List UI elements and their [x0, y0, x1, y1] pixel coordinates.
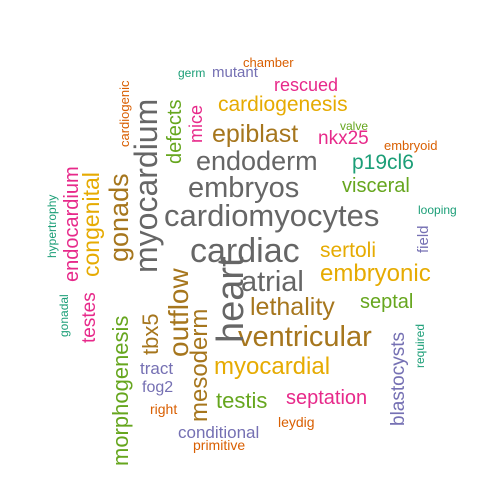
- word-mice: mice: [186, 104, 206, 143]
- word-lethality: lethality: [250, 293, 335, 321]
- word-sertoli: sertoli: [320, 239, 377, 262]
- word-looping: looping: [418, 203, 457, 217]
- word-visceral: visceral: [342, 175, 410, 197]
- word-endocardium: endocardium: [61, 166, 83, 282]
- word-chamber: chamber: [243, 55, 294, 70]
- word-atrial: atrial: [241, 266, 304, 298]
- word-ventricular: ventricular: [238, 321, 372, 353]
- word-epiblast: epiblast: [212, 120, 299, 148]
- word-heart: heart: [210, 256, 252, 343]
- word-testis: testis: [216, 388, 268, 413]
- word-germ: germ: [178, 66, 206, 80]
- word-embryonic: embryonic: [320, 260, 431, 287]
- word-blastocysts: blastocysts: [388, 332, 409, 426]
- word-embryoid: embryoid: [384, 138, 438, 153]
- word-mutant: mutant: [212, 64, 258, 81]
- word-embryos: embryos: [188, 172, 300, 204]
- word-endoderm: endoderm: [196, 146, 318, 176]
- word-tbx5: tbx5: [138, 313, 163, 355]
- word-septal: septal: [360, 291, 414, 313]
- word-morphogenesis: morphogenesis: [108, 315, 133, 466]
- word-testes: testes: [79, 292, 100, 343]
- word-myocardium: myocardium: [128, 98, 164, 273]
- word-tract: tract: [140, 359, 174, 378]
- word-primitive: primitive: [193, 437, 246, 453]
- word-conditional: conditional: [178, 423, 260, 442]
- word-nkx25: nkx25: [318, 128, 369, 149]
- word-gonadal: gonadal: [57, 294, 71, 337]
- word-leydig: leydig: [278, 414, 315, 430]
- word-congenital: congenital: [78, 172, 104, 277]
- word-rescued: rescued: [274, 75, 339, 95]
- word-field: field: [415, 225, 432, 253]
- word-cardiogenesis: cardiogenesis: [218, 93, 348, 116]
- word-required: required: [413, 323, 427, 368]
- word-right: right: [150, 401, 178, 417]
- word-mesoderm: mesoderm: [186, 308, 213, 422]
- word-p19cl6: p19cl6: [352, 151, 414, 174]
- word-defects: defects: [164, 99, 186, 164]
- word-cardiogenic: cardiogenic: [117, 80, 132, 148]
- word-septation: septation: [286, 387, 368, 409]
- word-fog2: fog2: [142, 379, 174, 396]
- word-myocardial: myocardial: [214, 353, 331, 380]
- word-cardiomyocytes: cardiomyocytes: [164, 198, 380, 233]
- word-gonads: gonads: [104, 173, 134, 262]
- word-valve: valve: [340, 119, 369, 133]
- word-hypertrophy: hypertrophy: [45, 194, 59, 258]
- word-cardiac: cardiac: [190, 232, 300, 270]
